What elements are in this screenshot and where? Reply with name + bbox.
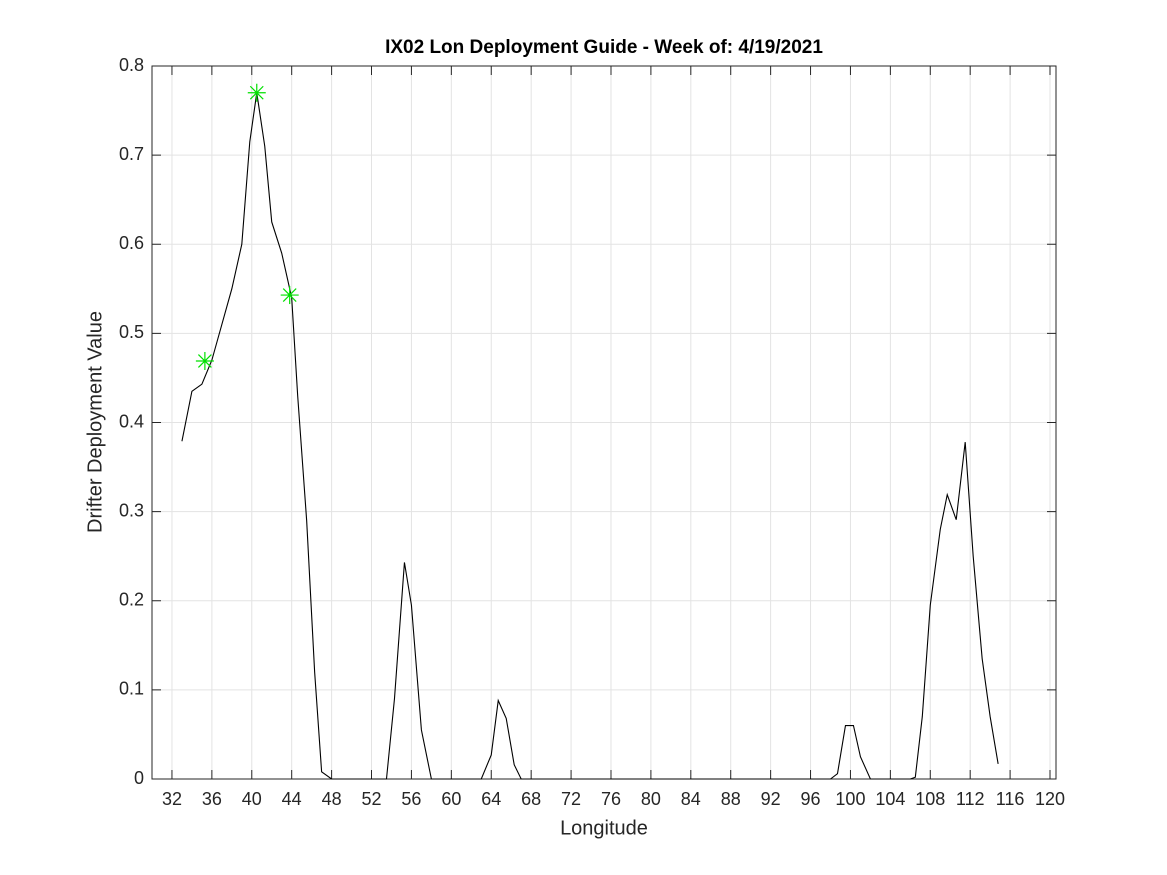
x-tick-label: 36 xyxy=(202,789,222,809)
x-tick-label: 72 xyxy=(561,789,581,809)
x-tick-label: 116 xyxy=(996,789,1025,809)
marker-stroke xyxy=(197,354,212,368)
x-tick-label: 92 xyxy=(761,789,781,809)
line xyxy=(181,92,999,780)
y-axis-label: Drifter Deployment Value xyxy=(84,311,106,533)
y-tick-label: 0.8 xyxy=(119,55,144,75)
x-tick-label: 100 xyxy=(835,789,865,809)
x-tick-label: 80 xyxy=(641,789,661,809)
x-tick-label: 84 xyxy=(681,789,701,809)
x-tick-label: 44 xyxy=(282,789,302,809)
marker-stroke xyxy=(282,288,297,302)
x-tick-label: 64 xyxy=(481,789,501,809)
y-tick-label: 0.1 xyxy=(119,679,144,699)
x-tick-label: 48 xyxy=(322,789,342,809)
marker xyxy=(280,286,299,305)
x-tick-label: 68 xyxy=(521,789,541,809)
marker xyxy=(195,352,214,371)
y-tick-label: 0.7 xyxy=(119,144,144,164)
chart-title: IX02 Lon Deployment Guide - Week of: 4/1… xyxy=(385,37,823,58)
x-tick-label: 96 xyxy=(801,789,821,809)
x-tick-label: 88 xyxy=(721,789,741,809)
y-tick-label: 0.3 xyxy=(119,500,144,520)
x-tick-label: 112 xyxy=(956,789,985,809)
y-tick-label: 0.6 xyxy=(119,233,144,253)
y-tick-label: 0.5 xyxy=(119,322,144,342)
x-tick-label: 52 xyxy=(361,789,381,809)
y-tick-label: 0 xyxy=(134,768,144,788)
x-tick-label: 40 xyxy=(242,789,262,809)
x-tick-label: 56 xyxy=(401,789,421,809)
x-tick-label: 76 xyxy=(601,789,621,809)
marker-stroke xyxy=(249,85,264,100)
x-tick-label: 32 xyxy=(162,789,182,809)
y-tick-label: 0.2 xyxy=(119,590,144,610)
x-tick-label: 104 xyxy=(875,789,905,809)
x-tick-label: 60 xyxy=(441,789,461,809)
marker xyxy=(247,83,266,102)
y-tick-label: 0.4 xyxy=(119,411,144,431)
x-tick-label: 108 xyxy=(915,789,945,809)
x-axis-label: Longitude xyxy=(560,817,648,839)
x-tick-label: 120 xyxy=(1035,789,1065,809)
